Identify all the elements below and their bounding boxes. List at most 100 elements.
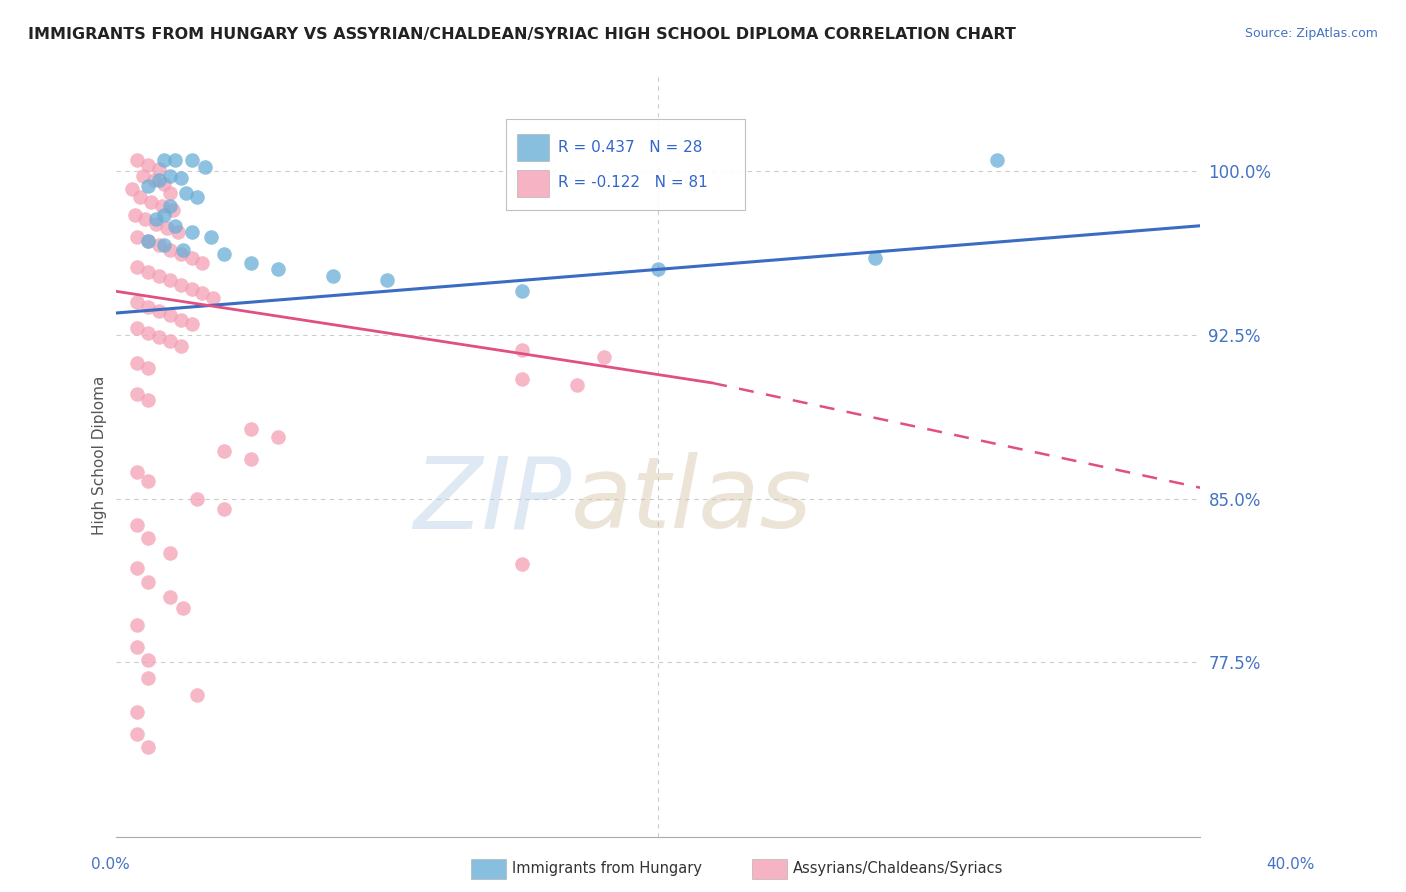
Point [165, 153, 187, 168]
Point [142, 173, 165, 187]
Point [170, 312, 193, 326]
Point [592, 350, 614, 364]
Point [863, 252, 886, 266]
Point [136, 671, 159, 685]
Point [180, 153, 202, 168]
Point [159, 199, 181, 213]
Point [148, 268, 170, 283]
Point [159, 546, 181, 560]
Point [191, 286, 214, 301]
Point [153, 238, 176, 252]
Point [127, 517, 149, 532]
Point [159, 243, 181, 257]
Point [136, 234, 159, 248]
Point [159, 334, 181, 349]
Point [267, 262, 290, 277]
Point [162, 203, 184, 218]
Point [127, 466, 149, 480]
Point [167, 225, 190, 239]
Point [512, 284, 534, 298]
Point [186, 491, 208, 506]
Point [127, 386, 149, 401]
Point [136, 326, 159, 340]
Text: Source: ZipAtlas.com: Source: ZipAtlas.com [1244, 27, 1378, 40]
Point [145, 212, 167, 227]
Point [127, 561, 149, 575]
Point [127, 640, 149, 654]
Point [512, 557, 534, 571]
Point [136, 179, 159, 194]
Point [127, 153, 149, 168]
Point [127, 229, 149, 244]
FancyBboxPatch shape [506, 119, 745, 211]
Point [172, 243, 194, 257]
Point [136, 300, 159, 314]
Point [180, 282, 202, 296]
Point [136, 474, 159, 488]
Point [512, 343, 534, 358]
Point [159, 186, 181, 200]
Point [172, 600, 194, 615]
Text: atlas: atlas [571, 452, 813, 549]
Text: R = -0.122   N = 81: R = -0.122 N = 81 [558, 176, 707, 191]
Point [136, 158, 159, 172]
Point [240, 256, 263, 270]
Point [375, 273, 398, 287]
Point [267, 430, 290, 444]
Point [132, 169, 155, 183]
Point [127, 706, 149, 720]
FancyBboxPatch shape [517, 170, 550, 197]
Point [136, 574, 159, 589]
Point [186, 688, 208, 702]
Point [121, 181, 143, 195]
Point [159, 308, 181, 322]
Point [322, 268, 344, 283]
Point [170, 277, 193, 292]
Point [186, 190, 208, 204]
Point [159, 590, 181, 604]
Point [159, 273, 181, 287]
Point [148, 304, 170, 318]
Point [139, 194, 162, 209]
Text: 0.0%: 0.0% [91, 857, 131, 872]
Point [512, 371, 534, 385]
Point [194, 160, 217, 174]
Point [127, 260, 149, 275]
Point [136, 531, 159, 545]
Point [127, 356, 149, 370]
Point [170, 247, 193, 261]
Text: IMMIGRANTS FROM HUNGARY VS ASSYRIAN/CHALDEAN/SYRIAC HIGH SCHOOL DIPLOMA CORRELAT: IMMIGRANTS FROM HUNGARY VS ASSYRIAN/CHAL… [28, 27, 1017, 42]
Text: 40.0%: 40.0% [1267, 857, 1315, 872]
Text: Immigrants from Hungary: Immigrants from Hungary [512, 862, 702, 876]
Point [191, 256, 214, 270]
Point [212, 247, 235, 261]
FancyBboxPatch shape [517, 134, 550, 161]
Point [127, 295, 149, 310]
Point [565, 378, 588, 392]
Point [165, 219, 187, 233]
Point [156, 221, 179, 235]
Point [212, 443, 235, 458]
Point [136, 234, 159, 248]
Point [136, 393, 159, 408]
Text: Assyrians/Chaldeans/Syriacs: Assyrians/Chaldeans/Syriacs [793, 862, 1004, 876]
Point [159, 169, 181, 183]
Point [127, 321, 149, 335]
Point [180, 317, 202, 331]
Point [170, 170, 193, 185]
Point [180, 252, 202, 266]
Point [134, 212, 156, 227]
Point [145, 217, 167, 231]
Point [240, 422, 263, 436]
Point [153, 178, 176, 192]
Point [148, 161, 170, 176]
Point [127, 618, 149, 632]
Point [180, 225, 202, 239]
Point [136, 360, 159, 375]
Point [136, 264, 159, 278]
Text: R = 0.437   N = 28: R = 0.437 N = 28 [558, 139, 703, 154]
Point [200, 229, 222, 244]
Y-axis label: High School Diploma: High School Diploma [93, 376, 107, 534]
Point [153, 153, 176, 168]
Point [124, 208, 146, 222]
